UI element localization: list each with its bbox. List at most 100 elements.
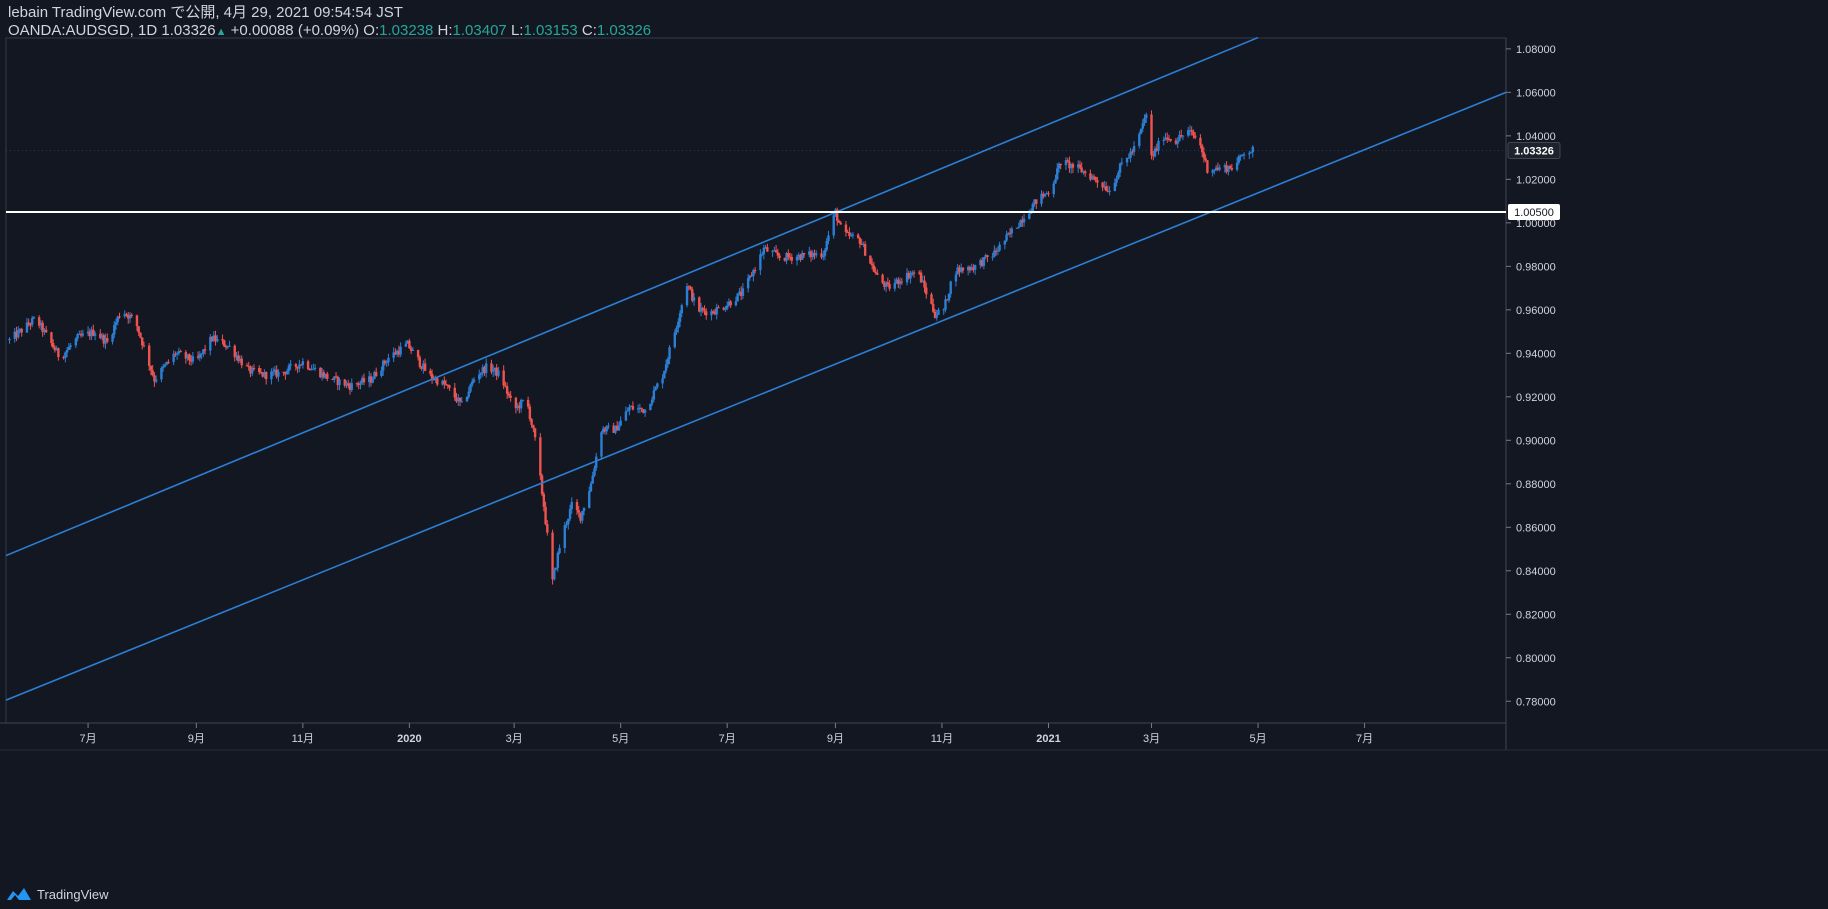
candle-body xyxy=(595,456,598,469)
candle-body xyxy=(1066,160,1069,162)
candle-body xyxy=(502,370,505,386)
candle-body xyxy=(1241,154,1244,156)
candle-body xyxy=(507,393,511,396)
candle-body xyxy=(270,371,273,380)
candle-body xyxy=(1157,140,1160,151)
candle-body xyxy=(383,360,387,364)
candle-body xyxy=(909,274,912,279)
candle-body xyxy=(252,367,256,369)
candle-body xyxy=(760,254,764,256)
x-tick-label: 2021 xyxy=(1036,733,1060,745)
candle-body xyxy=(811,253,814,258)
candle-body xyxy=(57,348,60,358)
last-price: 1.03326 xyxy=(161,22,216,39)
x-tick-label: 7月 xyxy=(1356,733,1373,745)
candle-body xyxy=(617,425,621,431)
candle-body xyxy=(319,367,322,378)
candle-body xyxy=(216,338,219,342)
candle-body xyxy=(509,395,512,398)
candle-body xyxy=(67,346,71,351)
candle-body xyxy=(15,331,18,338)
candle-body xyxy=(872,265,876,272)
candle-body xyxy=(689,286,692,290)
candle-body xyxy=(937,309,940,315)
candle-body xyxy=(589,483,593,492)
candle-body xyxy=(409,348,413,351)
candle-body xyxy=(1115,178,1118,183)
candle-body xyxy=(20,329,23,333)
candle-body xyxy=(628,406,631,411)
candle-body xyxy=(661,378,664,384)
candle-body xyxy=(149,365,153,371)
candle-body xyxy=(284,372,287,375)
candle-body xyxy=(51,342,55,348)
candle-body xyxy=(680,305,683,314)
candle-body xyxy=(734,301,738,306)
candle-body xyxy=(264,371,268,380)
candle-body xyxy=(956,267,959,275)
candle-body xyxy=(827,235,830,241)
price-change: +0.00088 (+0.09%) xyxy=(230,22,360,39)
candle-body xyxy=(1042,193,1045,197)
candle-body xyxy=(607,425,610,427)
candle-body xyxy=(982,257,986,266)
candle-body xyxy=(519,400,523,409)
candle-body xyxy=(86,331,90,334)
candle-body xyxy=(189,360,193,362)
candle-body xyxy=(869,255,872,264)
candle-body xyxy=(406,340,409,344)
candle-body xyxy=(493,367,497,371)
candle-body xyxy=(692,297,696,301)
y-tick-label: 0.94000 xyxy=(1516,348,1556,360)
candle-body xyxy=(530,419,533,425)
plot-frame xyxy=(5,37,1507,724)
candle-body xyxy=(209,336,212,351)
candle-body xyxy=(640,407,643,410)
candle-body xyxy=(699,307,703,312)
candle-body xyxy=(62,357,65,359)
y-tick-label: 0.86000 xyxy=(1516,522,1556,534)
candle-body xyxy=(1139,128,1143,134)
candle-body xyxy=(333,376,336,380)
candle-body xyxy=(1096,180,1099,183)
candle-body xyxy=(465,396,469,402)
candle-body xyxy=(918,272,921,274)
candle-body xyxy=(911,272,914,275)
candle-body xyxy=(870,263,874,266)
x-tick-label: 5月 xyxy=(1249,733,1266,745)
y-tick-label: 0.84000 xyxy=(1516,566,1556,578)
candle-body xyxy=(526,399,530,407)
candle-body xyxy=(752,270,755,277)
candle-body xyxy=(947,293,951,301)
candle-body xyxy=(245,365,249,367)
candle-body xyxy=(705,311,708,316)
candle-body xyxy=(895,279,898,283)
candle-body xyxy=(1204,158,1207,161)
candle-body xyxy=(715,307,718,315)
candle-body xyxy=(128,314,132,319)
candle-body xyxy=(946,299,949,301)
candle-body xyxy=(55,348,58,351)
candle-body xyxy=(1071,163,1075,168)
symbol-label[interactable]: OANDA:AUDSGD, 1D xyxy=(8,22,158,39)
candle-body xyxy=(1007,232,1010,235)
candle-body xyxy=(746,278,750,289)
publish-info: lebain TradingView.com で公開, 4月 29, 2021 … xyxy=(8,4,651,22)
candle-body xyxy=(233,345,236,358)
candle-body xyxy=(238,358,242,362)
candle-body xyxy=(848,232,851,236)
candle-body xyxy=(619,420,622,426)
candle-body xyxy=(1033,199,1036,205)
candle-body xyxy=(224,346,228,348)
candle-body xyxy=(1211,170,1214,173)
candle-body xyxy=(802,252,806,255)
y-tick-label: 0.98000 xyxy=(1516,261,1556,273)
candle-body xyxy=(298,364,301,369)
candle-body xyxy=(160,367,163,380)
candle-body xyxy=(876,273,879,275)
candle-body xyxy=(453,387,456,398)
footer: TradingView xyxy=(6,886,109,902)
candle-body xyxy=(1005,234,1008,241)
candle-body xyxy=(528,406,532,420)
